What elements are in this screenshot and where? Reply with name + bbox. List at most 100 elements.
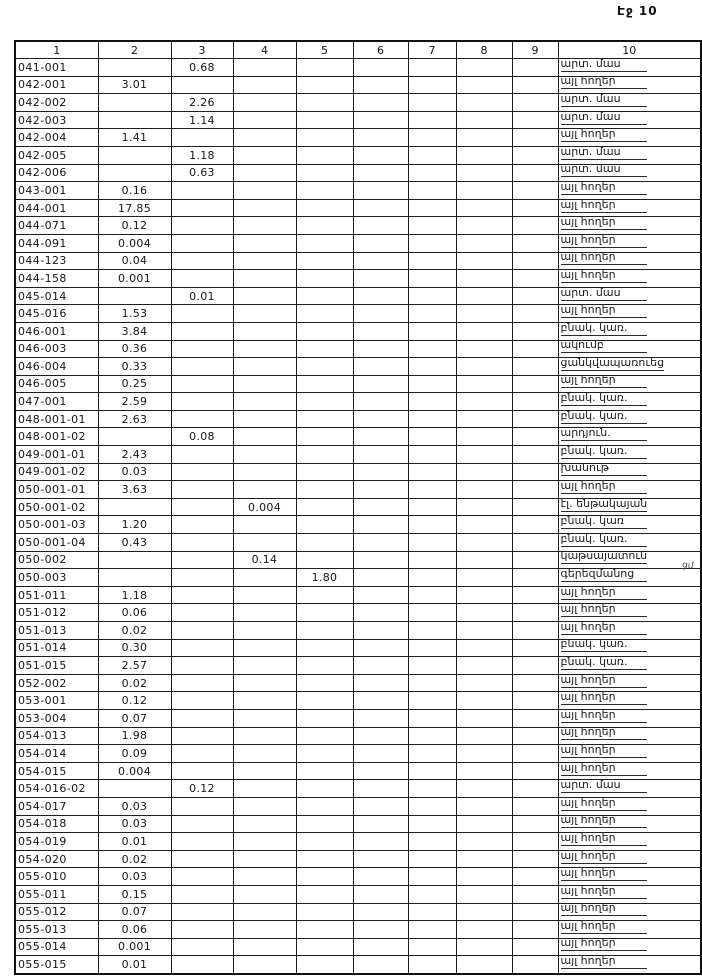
table-row: 053-001 0.12 այլ հողեր	[14, 691, 702, 710]
empty-cell	[352, 216, 409, 235]
land-use-category-label: բնակ. կառ.	[560, 447, 647, 459]
land-use-category-label: այլ հողեր	[560, 728, 647, 741]
land-use-category-label: այլ հողեր	[560, 482, 647, 495]
empty-cell	[455, 110, 513, 130]
empty-cell	[511, 445, 559, 464]
area-value-cell: 2.43	[97, 445, 172, 464]
parcel-code-cell: 051-013	[14, 621, 99, 640]
empty-cell	[455, 181, 513, 200]
empty-cell	[170, 814, 234, 834]
empty-cell	[232, 796, 297, 816]
parcel-code-cell: 049-001-02	[14, 462, 99, 482]
empty-cell	[97, 286, 172, 306]
empty-cell	[295, 673, 354, 693]
area-value-cell: 0.33	[97, 357, 172, 376]
empty-cell	[511, 603, 559, 622]
empty-cell	[232, 779, 297, 798]
land-use-category-cell: այլ հողեր	[557, 75, 702, 95]
empty-cell	[407, 392, 457, 411]
empty-cell	[295, 462, 354, 482]
parcel-code-cell: 054-016-02	[14, 779, 99, 798]
parcel-code-cell: 055-015	[14, 955, 99, 975]
empty-cell	[295, 867, 354, 886]
empty-cell	[352, 233, 409, 253]
empty-cell	[295, 128, 354, 147]
empty-cell	[352, 163, 409, 183]
empty-cell	[170, 568, 234, 587]
empty-cell	[232, 480, 297, 499]
empty-cell	[170, 691, 234, 710]
land-use-category-cell: արտ. մաս	[557, 286, 702, 306]
empty-cell	[511, 937, 559, 957]
area-value-cell: 0.25	[97, 374, 172, 394]
table-row: 055-012 0.07 այլ հողեր	[14, 902, 702, 922]
empty-cell	[232, 374, 297, 394]
parcel-code-cell: 055-014	[14, 937, 99, 957]
parcel-code-cell: 044-091	[14, 233, 99, 253]
empty-cell	[407, 884, 457, 904]
empty-cell	[352, 585, 409, 605]
empty-cell	[352, 427, 409, 447]
empty-cell	[170, 216, 234, 235]
area-value-cell: 1.98	[97, 726, 172, 746]
land-use-category-cell: այլ հողեր	[557, 603, 702, 622]
empty-cell	[295, 708, 354, 728]
empty-cell	[407, 832, 457, 851]
land-use-category-cell: բնակ. կառ.	[557, 638, 702, 658]
empty-cell	[511, 321, 559, 341]
land-use-category-cell: բնակ. կառ.	[557, 409, 702, 429]
empty-cell	[407, 779, 457, 798]
land-use-category-label: այլ հողեր	[560, 218, 647, 231]
land-use-category-label: այլ հողեր	[560, 183, 647, 195]
land-use-category-cell: արտ. մաս	[557, 58, 702, 77]
empty-cell	[232, 902, 297, 922]
empty-cell	[295, 955, 354, 975]
table-row: 049-001-01 2.43 բնակ. կառ.	[14, 445, 702, 464]
parcel-code-cell: 044-071	[14, 216, 99, 235]
empty-cell	[97, 779, 172, 798]
parcel-code-cell: 045-014	[14, 286, 99, 306]
land-use-category-label: այլ հողեր	[560, 235, 647, 248]
empty-cell	[455, 58, 513, 77]
empty-cell	[511, 568, 559, 587]
empty-cell	[170, 849, 234, 869]
parcel-code-cell: 051-015	[14, 656, 99, 675]
empty-cell	[295, 621, 354, 640]
parcel-code-cell: 050-001-04	[14, 533, 99, 552]
empty-cell	[511, 128, 559, 147]
empty-cell	[232, 392, 297, 411]
land-use-category-cell: այլ հողեր	[557, 937, 702, 957]
area-value-cell: 0.08	[170, 427, 234, 447]
land-use-category-label: այլ հողեր	[560, 798, 647, 811]
parcel-code-cell: 054-013	[14, 726, 99, 746]
table-row: 055-010 0.03 այլ հողեր	[14, 867, 702, 886]
empty-cell	[170, 462, 234, 482]
empty-cell	[455, 744, 513, 763]
empty-cell	[232, 832, 297, 851]
empty-cell	[232, 216, 297, 235]
empty-cell	[455, 462, 513, 482]
empty-cell	[455, 251, 513, 271]
table-row: 050-003 1.80 գերեզմանոց	[14, 568, 702, 587]
empty-cell	[407, 128, 457, 147]
table-row: 050-002 0.14 կաթսայատուն	[14, 550, 702, 570]
empty-cell	[295, 832, 354, 851]
empty-cell	[352, 779, 409, 798]
empty-cell	[295, 796, 354, 816]
land-use-category-label: արտ. մաս	[560, 112, 647, 125]
table-row: 048-001-01 2.63 բնակ. կառ.	[14, 409, 702, 429]
area-value-cell: 2.63	[97, 409, 172, 429]
area-value-cell: 0.36	[97, 339, 172, 359]
empty-cell	[352, 621, 409, 640]
empty-cell	[295, 902, 354, 922]
empty-cell	[170, 708, 234, 728]
parcel-code-cell: 051-012	[14, 603, 99, 622]
empty-cell	[455, 920, 513, 939]
column-header-5: 5	[295, 40, 354, 59]
empty-cell	[511, 163, 559, 183]
land-use-category-label: այլ հողեր	[560, 869, 647, 882]
area-value-cell: 0.03	[97, 462, 172, 482]
empty-cell	[352, 445, 409, 464]
land-use-category-cell: այլ հողեր	[557, 708, 702, 728]
parcel-code-cell: 050-001-01	[14, 480, 99, 499]
